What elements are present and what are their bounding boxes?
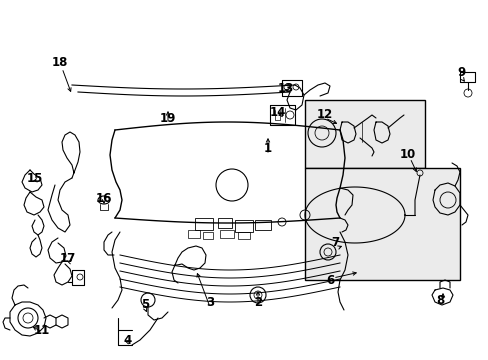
Text: 16: 16 xyxy=(96,192,112,204)
Bar xyxy=(238,232,249,239)
Bar xyxy=(254,220,270,230)
Text: 6: 6 xyxy=(325,274,333,287)
Text: 10: 10 xyxy=(399,148,415,162)
Text: 4: 4 xyxy=(123,333,132,346)
Bar xyxy=(220,230,234,238)
Text: 18: 18 xyxy=(52,55,68,68)
Text: 11: 11 xyxy=(34,324,50,337)
Text: 15: 15 xyxy=(27,171,43,184)
Bar xyxy=(195,218,213,230)
Bar xyxy=(203,232,213,239)
Text: 13: 13 xyxy=(277,81,293,94)
Text: 2: 2 xyxy=(253,297,262,310)
Bar xyxy=(218,218,231,228)
Text: 12: 12 xyxy=(316,108,332,122)
Text: 3: 3 xyxy=(205,297,214,310)
Text: 9: 9 xyxy=(457,66,465,78)
Text: 19: 19 xyxy=(160,112,176,125)
Text: 7: 7 xyxy=(330,237,338,249)
Text: 1: 1 xyxy=(264,141,271,154)
Bar xyxy=(305,168,459,280)
Bar xyxy=(235,220,252,232)
Text: 17: 17 xyxy=(60,252,76,265)
Text: 5: 5 xyxy=(141,298,149,311)
Text: 8: 8 xyxy=(435,293,443,306)
Text: 14: 14 xyxy=(269,105,285,118)
Bar xyxy=(305,100,424,168)
Bar xyxy=(187,230,200,238)
